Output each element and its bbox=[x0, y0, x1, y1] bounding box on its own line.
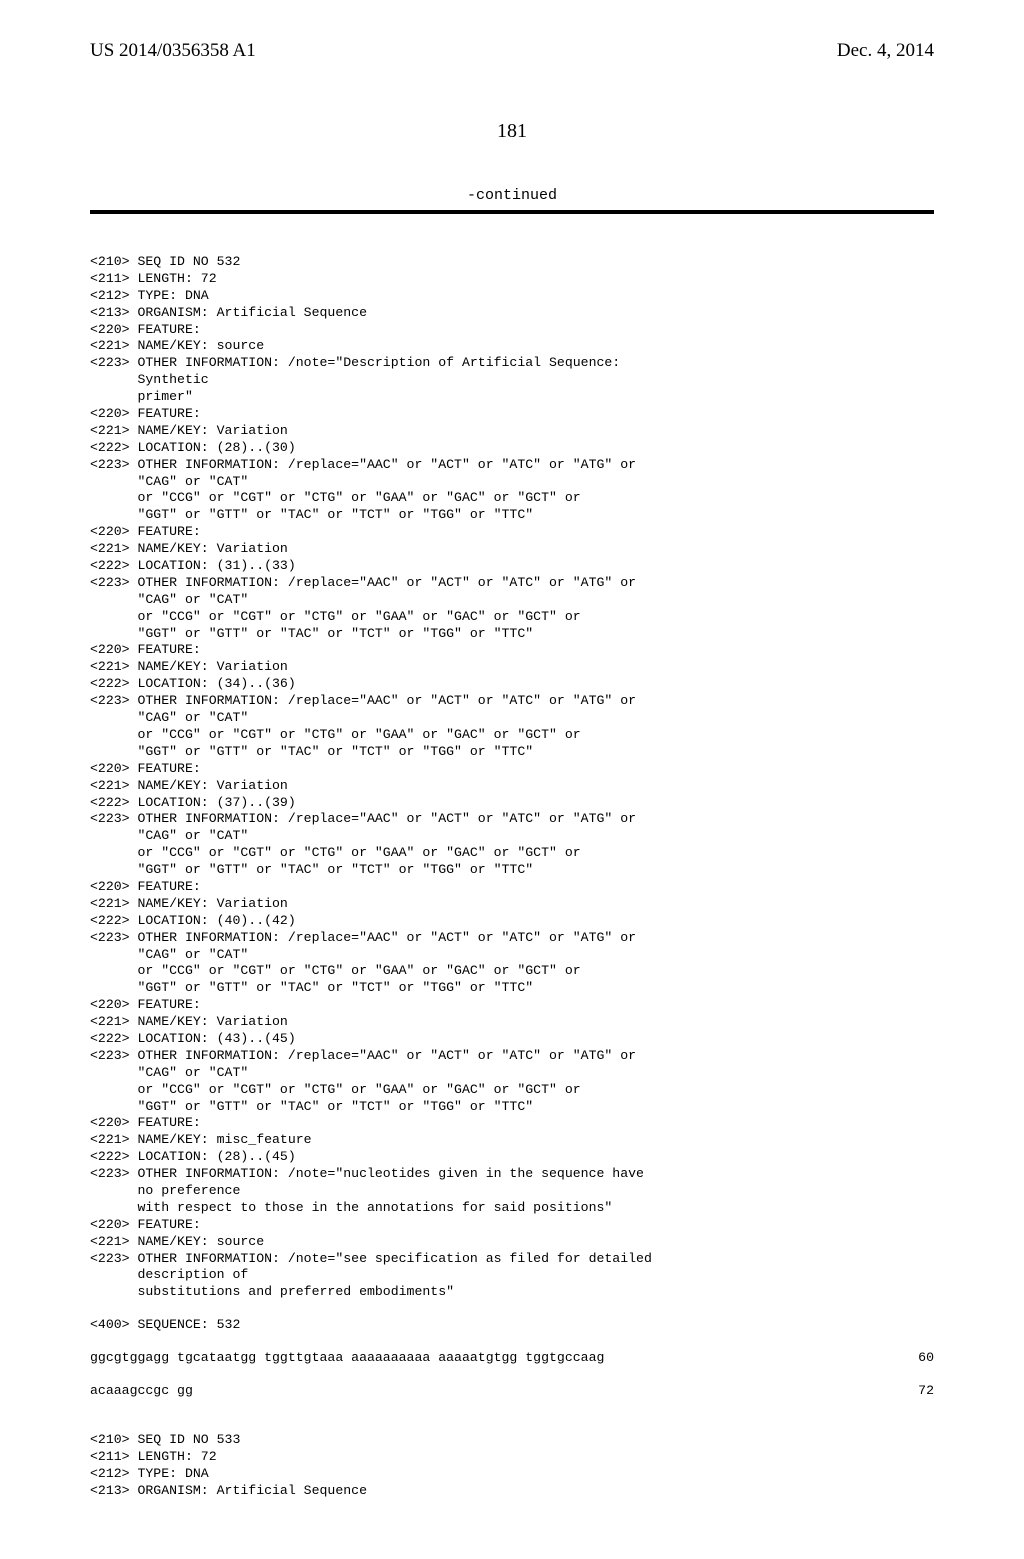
seq-line: description of bbox=[90, 1267, 934, 1284]
seq-line: <222> LOCATION: (34)..(36) bbox=[90, 676, 934, 693]
seq-line: <221> NAME/KEY: source bbox=[90, 1234, 934, 1251]
seq-line: <221> NAME/KEY: Variation bbox=[90, 541, 934, 558]
sequence-position: 72 bbox=[918, 1383, 934, 1400]
seq-line: "GGT" or "GTT" or "TAC" or "TCT" or "TGG… bbox=[90, 744, 934, 761]
seq-line: <223> OTHER INFORMATION: /replace="AAC" … bbox=[90, 1048, 934, 1065]
seq-line: <221> NAME/KEY: misc_feature bbox=[90, 1132, 934, 1149]
seq-line: <223> OTHER INFORMATION: /replace="AAC" … bbox=[90, 930, 934, 947]
blank-line bbox=[90, 1400, 934, 1416]
sequence-text: acaaagccgc gg bbox=[90, 1383, 193, 1400]
page-number: 181 bbox=[90, 120, 934, 143]
seq-line: or "CCG" or "CGT" or "CTG" or "GAA" or "… bbox=[90, 490, 934, 507]
seq-line: <220> FEATURE: bbox=[90, 524, 934, 541]
seq-line: <212> TYPE: DNA bbox=[90, 1466, 934, 1483]
seq-line: substitutions and preferred embodiments" bbox=[90, 1284, 934, 1301]
seq-line: "CAG" or "CAT" bbox=[90, 828, 934, 845]
seq-line: "GGT" or "GTT" or "TAC" or "TCT" or "TGG… bbox=[90, 626, 934, 643]
seq-line: <220> FEATURE: bbox=[90, 642, 934, 659]
seq-line: <223> OTHER INFORMATION: /replace="AAC" … bbox=[90, 575, 934, 592]
seq-line: <220> FEATURE: bbox=[90, 322, 934, 339]
seq-line: <223> OTHER INFORMATION: /replace="AAC" … bbox=[90, 693, 934, 710]
seq-line: <222> LOCATION: (28)..(45) bbox=[90, 1149, 934, 1166]
seq-line: "CAG" or "CAT" bbox=[90, 710, 934, 727]
seq-line: <221> NAME/KEY: Variation bbox=[90, 1014, 934, 1031]
seq-line: <213> ORGANISM: Artificial Sequence bbox=[90, 305, 934, 322]
page: US 2014/0356358 A1 Dec. 4, 2014 181 -con… bbox=[0, 0, 1024, 1559]
seq-line: <221> NAME/KEY: Variation bbox=[90, 659, 934, 676]
seq-line: <222> LOCATION: (43)..(45) bbox=[90, 1031, 934, 1048]
seq-line: <220> FEATURE: bbox=[90, 761, 934, 778]
seq-line: <222> LOCATION: (40)..(42) bbox=[90, 913, 934, 930]
seq-line: "GGT" or "GTT" or "TAC" or "TCT" or "TGG… bbox=[90, 980, 934, 997]
seq-line: <223> OTHER INFORMATION: /replace="AAC" … bbox=[90, 811, 934, 828]
continued-label: -continued bbox=[90, 187, 934, 204]
seq-line: <211> LENGTH: 72 bbox=[90, 271, 934, 288]
seq-line: <220> FEATURE: bbox=[90, 1115, 934, 1132]
blank-line bbox=[90, 1334, 934, 1350]
seq-line: <223> OTHER INFORMATION: /replace="AAC" … bbox=[90, 457, 934, 474]
seq-line: or "CCG" or "CGT" or "CTG" or "GAA" or "… bbox=[90, 727, 934, 744]
seq-line: "CAG" or "CAT" bbox=[90, 947, 934, 964]
sequence-position: 60 bbox=[918, 1350, 934, 1367]
sequence-text: ggcgtggagg tgcataatgg tggttgtaaa aaaaaaa… bbox=[90, 1350, 604, 1367]
divider-top-thick bbox=[90, 211, 934, 214]
seq-line: <223> OTHER INFORMATION: /note="nucleoti… bbox=[90, 1166, 934, 1183]
seq-line: <220> FEATURE: bbox=[90, 997, 934, 1014]
seq-line: <220> FEATURE: bbox=[90, 406, 934, 423]
seq-line: or "CCG" or "CGT" or "CTG" or "GAA" or "… bbox=[90, 1082, 934, 1099]
publication-number: US 2014/0356358 A1 bbox=[90, 40, 256, 62]
seq-line: <221> NAME/KEY: Variation bbox=[90, 896, 934, 913]
seq-line: Synthetic bbox=[90, 372, 934, 389]
page-header: US 2014/0356358 A1 Dec. 4, 2014 bbox=[90, 40, 934, 62]
seq-line: primer" bbox=[90, 389, 934, 406]
seq-line: <213> ORGANISM: Artificial Sequence bbox=[90, 1483, 934, 1500]
seq-line: <211> LENGTH: 72 bbox=[90, 1449, 934, 1466]
seq-line: with respect to those in the annotations… bbox=[90, 1200, 934, 1217]
blank-line bbox=[90, 1367, 934, 1383]
seq-line: or "CCG" or "CGT" or "CTG" or "GAA" or "… bbox=[90, 845, 934, 862]
publication-date: Dec. 4, 2014 bbox=[837, 40, 934, 62]
blank-line bbox=[90, 1301, 934, 1317]
seq-line: <223> OTHER INFORMATION: /note="Descript… bbox=[90, 355, 934, 372]
seq-line: <221> NAME/KEY: Variation bbox=[90, 778, 934, 795]
seq-line: "CAG" or "CAT" bbox=[90, 474, 934, 491]
seq-line: <220> FEATURE: bbox=[90, 879, 934, 896]
seq-line: or "CCG" or "CGT" or "CTG" or "GAA" or "… bbox=[90, 609, 934, 626]
seq-line: <221> NAME/KEY: Variation bbox=[90, 423, 934, 440]
seq-line: <210> SEQ ID NO 532 bbox=[90, 254, 934, 271]
seq-line: no preference bbox=[90, 1183, 934, 1200]
seq-line: <222> LOCATION: (28)..(30) bbox=[90, 440, 934, 457]
seq-line: <212> TYPE: DNA bbox=[90, 288, 934, 305]
blank-line bbox=[90, 1416, 934, 1432]
seq-line: <221> NAME/KEY: source bbox=[90, 338, 934, 355]
seq-line: "GGT" or "GTT" or "TAC" or "TCT" or "TGG… bbox=[90, 1099, 934, 1116]
seq-line: <210> SEQ ID NO 533 bbox=[90, 1432, 934, 1449]
seq-line: "CAG" or "CAT" bbox=[90, 1065, 934, 1082]
seq-line: <222> LOCATION: (37)..(39) bbox=[90, 795, 934, 812]
sequence-row: acaaagccgc gg 72 bbox=[90, 1383, 934, 1400]
seq-line: "GGT" or "GTT" or "TAC" or "TCT" or "TGG… bbox=[90, 862, 934, 879]
seq-line: <222> LOCATION: (31)..(33) bbox=[90, 558, 934, 575]
sequence-row: ggcgtggagg tgcataatgg tggttgtaaa aaaaaaa… bbox=[90, 1350, 934, 1367]
seq-line: "GGT" or "GTT" or "TAC" or "TCT" or "TGG… bbox=[90, 507, 934, 524]
seq-line: or "CCG" or "CGT" or "CTG" or "GAA" or "… bbox=[90, 963, 934, 980]
seq-line: "CAG" or "CAT" bbox=[90, 592, 934, 609]
seq-line: <220> FEATURE: bbox=[90, 1217, 934, 1234]
seq-line: <223> OTHER INFORMATION: /note="see spec… bbox=[90, 1251, 934, 1268]
